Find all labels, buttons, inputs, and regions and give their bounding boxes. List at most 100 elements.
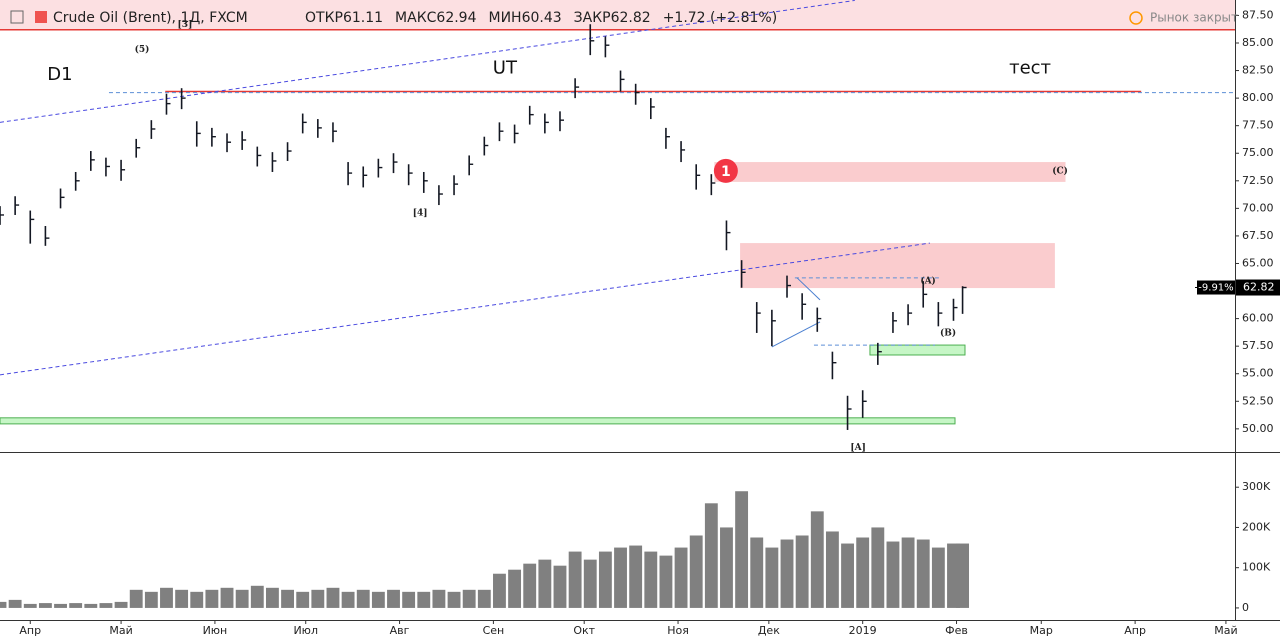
price-bar — [544, 113, 549, 134]
volume-bar — [250, 585, 264, 608]
y-tick-label: 60.00 — [1242, 312, 1274, 325]
price-bar — [665, 127, 670, 149]
volume-bar — [114, 601, 128, 608]
price-bar — [513, 124, 519, 144]
y-tick-label: 50.00 — [1242, 422, 1274, 435]
drawings — [0, 0, 1235, 425]
price-bar — [195, 121, 201, 147]
volume-bar — [629, 545, 643, 608]
volume-bar — [144, 591, 158, 608]
volume-bar — [568, 551, 582, 608]
zone — [0, 417, 956, 425]
y-tick-label: 85.00 — [1242, 36, 1274, 49]
y-tick-label: 72.50 — [1242, 174, 1274, 187]
volume-bar — [190, 591, 204, 608]
price-bar — [786, 275, 792, 298]
x-tick-label: Мар — [1030, 624, 1053, 637]
volume-bar — [659, 555, 673, 608]
price-bar — [241, 131, 247, 150]
price-bar — [961, 286, 967, 314]
x-tick-label: Авг — [390, 624, 410, 637]
price-bar — [150, 120, 156, 139]
volume-bar — [493, 573, 506, 608]
volume-bar — [281, 589, 294, 608]
status-icon — [1129, 11, 1143, 25]
price-bar — [105, 157, 110, 177]
price-bar — [0, 206, 4, 225]
volume-bar — [175, 589, 189, 608]
header-icon — [10, 10, 24, 24]
price-bar — [740, 260, 746, 288]
price-bar — [362, 166, 368, 188]
price-bar — [846, 395, 852, 430]
ohlc-value: +1.72 (+2.81%) — [663, 10, 777, 26]
trend-line — [0, 242, 930, 376]
volume-bar — [810, 511, 824, 608]
volume-bar — [220, 587, 234, 608]
price-bar — [90, 151, 95, 171]
volume-bar — [235, 589, 249, 608]
ohlc-value: МАКС62.94 — [395, 10, 477, 26]
volume-bar — [341, 591, 355, 608]
volume-bar — [825, 531, 839, 608]
volume-bar — [8, 599, 22, 608]
zone — [0, 0, 1235, 30]
price-bar — [861, 390, 867, 418]
price-bar — [286, 142, 292, 161]
volume-bar — [901, 537, 915, 608]
volume-bar — [841, 543, 854, 608]
price-bar — [180, 88, 186, 110]
volume-bar — [84, 603, 98, 608]
volume-bar — [129, 589, 143, 608]
volume-bar — [417, 591, 431, 608]
y-tick-label: 67.50 — [1242, 229, 1274, 242]
x-tick-label: Май — [1214, 624, 1237, 637]
price-bar — [226, 133, 232, 153]
price-bar — [211, 127, 216, 147]
wave-label: (C) — [1052, 165, 1068, 176]
volume-bar — [402, 591, 416, 608]
price-bar — [801, 293, 807, 320]
ohlc-value: ОТКР61.11 — [305, 10, 383, 26]
price-bar — [407, 164, 413, 186]
volume-bar — [956, 543, 970, 608]
volume-bar — [704, 503, 718, 608]
wave-label: (5) — [135, 44, 150, 55]
price-bar — [907, 304, 913, 326]
volume-bar — [750, 537, 764, 608]
chart-label: UT — [493, 57, 518, 78]
volume-bar — [99, 603, 113, 608]
volume-bar — [356, 589, 370, 608]
price-bar — [937, 302, 943, 327]
volume-bar — [916, 539, 930, 608]
y-tick-label: 55.00 — [1242, 367, 1274, 380]
volume-bar — [311, 589, 325, 608]
chart-label: D1 — [47, 64, 72, 85]
volume-bar — [447, 591, 461, 608]
trend-line — [796, 277, 821, 301]
x-tick-label: Май — [109, 624, 132, 637]
price-bar — [74, 171, 80, 191]
volume-bar — [387, 589, 400, 608]
price-bar — [14, 196, 20, 215]
x-tick-label: Дек — [758, 624, 780, 637]
volume-bar — [0, 601, 7, 608]
y-tick-label: 87.50 — [1242, 8, 1274, 21]
y-tick-label: 52.50 — [1242, 394, 1274, 407]
x-tick-label: Июн — [203, 624, 228, 637]
price-bar — [498, 122, 504, 142]
price-bar — [528, 105, 534, 125]
price-bar — [604, 36, 610, 58]
price-bar — [453, 175, 459, 196]
volume-bar — [886, 541, 900, 608]
zone — [869, 344, 966, 356]
volume-bar — [538, 559, 552, 608]
price-bar — [438, 185, 443, 206]
y-tick-label: 70.00 — [1242, 201, 1274, 214]
y-tick-label: 82.50 — [1242, 64, 1274, 77]
y-tick-label: 75.00 — [1242, 146, 1274, 159]
volume-bar — [689, 535, 703, 608]
price-bar — [301, 113, 307, 134]
wave-label: [A] — [850, 443, 866, 453]
